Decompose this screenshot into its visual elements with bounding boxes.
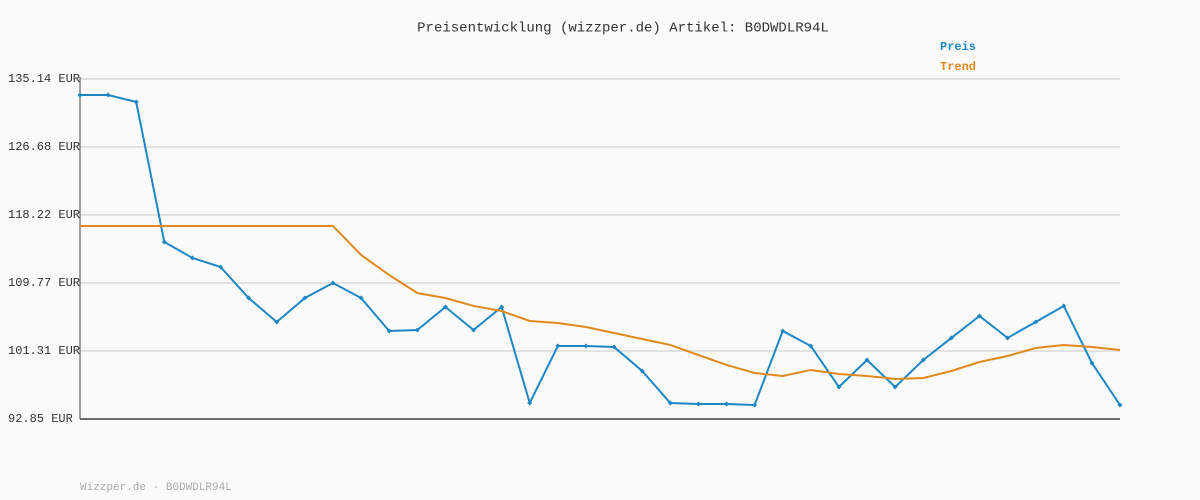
data-point bbox=[414, 327, 420, 333]
data-point bbox=[527, 400, 533, 406]
data-point bbox=[442, 304, 448, 310]
data-point bbox=[274, 319, 280, 325]
legend-label: Trend bbox=[940, 60, 976, 74]
series-line bbox=[80, 93, 1121, 407]
y-tick-label: 92.85 EUR bbox=[8, 412, 73, 426]
data-point bbox=[723, 401, 729, 407]
data-point bbox=[218, 264, 224, 270]
data-point bbox=[808, 343, 814, 349]
y-tick-label: 101.31 EUR bbox=[8, 344, 80, 358]
data-point bbox=[555, 343, 561, 349]
data-point bbox=[499, 304, 505, 310]
data-point bbox=[330, 280, 336, 286]
chart-title: Preisentwicklung (wizzper.de) Artikel: B… bbox=[417, 21, 829, 37]
data-point bbox=[1061, 303, 1067, 309]
data-point bbox=[1089, 360, 1095, 366]
data-point bbox=[471, 327, 477, 333]
data-point bbox=[161, 239, 167, 245]
data-point bbox=[752, 402, 758, 408]
data-point bbox=[1117, 402, 1123, 408]
y-tick-label: 118.22 EUR bbox=[8, 208, 80, 222]
data-point bbox=[836, 384, 842, 390]
y-tick-label: 126.68 EUR bbox=[8, 140, 80, 154]
data-point bbox=[920, 357, 926, 363]
y-tick-label: 135.14 EUR bbox=[8, 72, 80, 86]
series-line bbox=[80, 224, 1121, 380]
data-point bbox=[1033, 319, 1039, 325]
data-point bbox=[189, 255, 195, 261]
data-point bbox=[639, 368, 645, 374]
data-point bbox=[77, 92, 83, 98]
data-point bbox=[780, 328, 786, 334]
data-point bbox=[948, 335, 954, 341]
data-point bbox=[133, 99, 139, 105]
data-point bbox=[386, 328, 392, 334]
legend-label: Preis bbox=[940, 40, 976, 54]
data-point bbox=[105, 92, 111, 98]
data-point bbox=[864, 357, 870, 363]
data-point bbox=[358, 295, 364, 301]
data-point bbox=[976, 313, 982, 319]
data-point bbox=[1005, 335, 1011, 341]
footer: Wizzper.de - B0DWDLR94L bbox=[80, 482, 232, 494]
data-point bbox=[611, 344, 617, 350]
y-tick-label: 109.77 EUR bbox=[8, 276, 80, 290]
data-point bbox=[695, 401, 701, 407]
data-point bbox=[583, 343, 589, 349]
data-point bbox=[246, 295, 252, 301]
data-point bbox=[892, 384, 898, 390]
data-point bbox=[302, 295, 308, 301]
data-point bbox=[667, 400, 673, 406]
